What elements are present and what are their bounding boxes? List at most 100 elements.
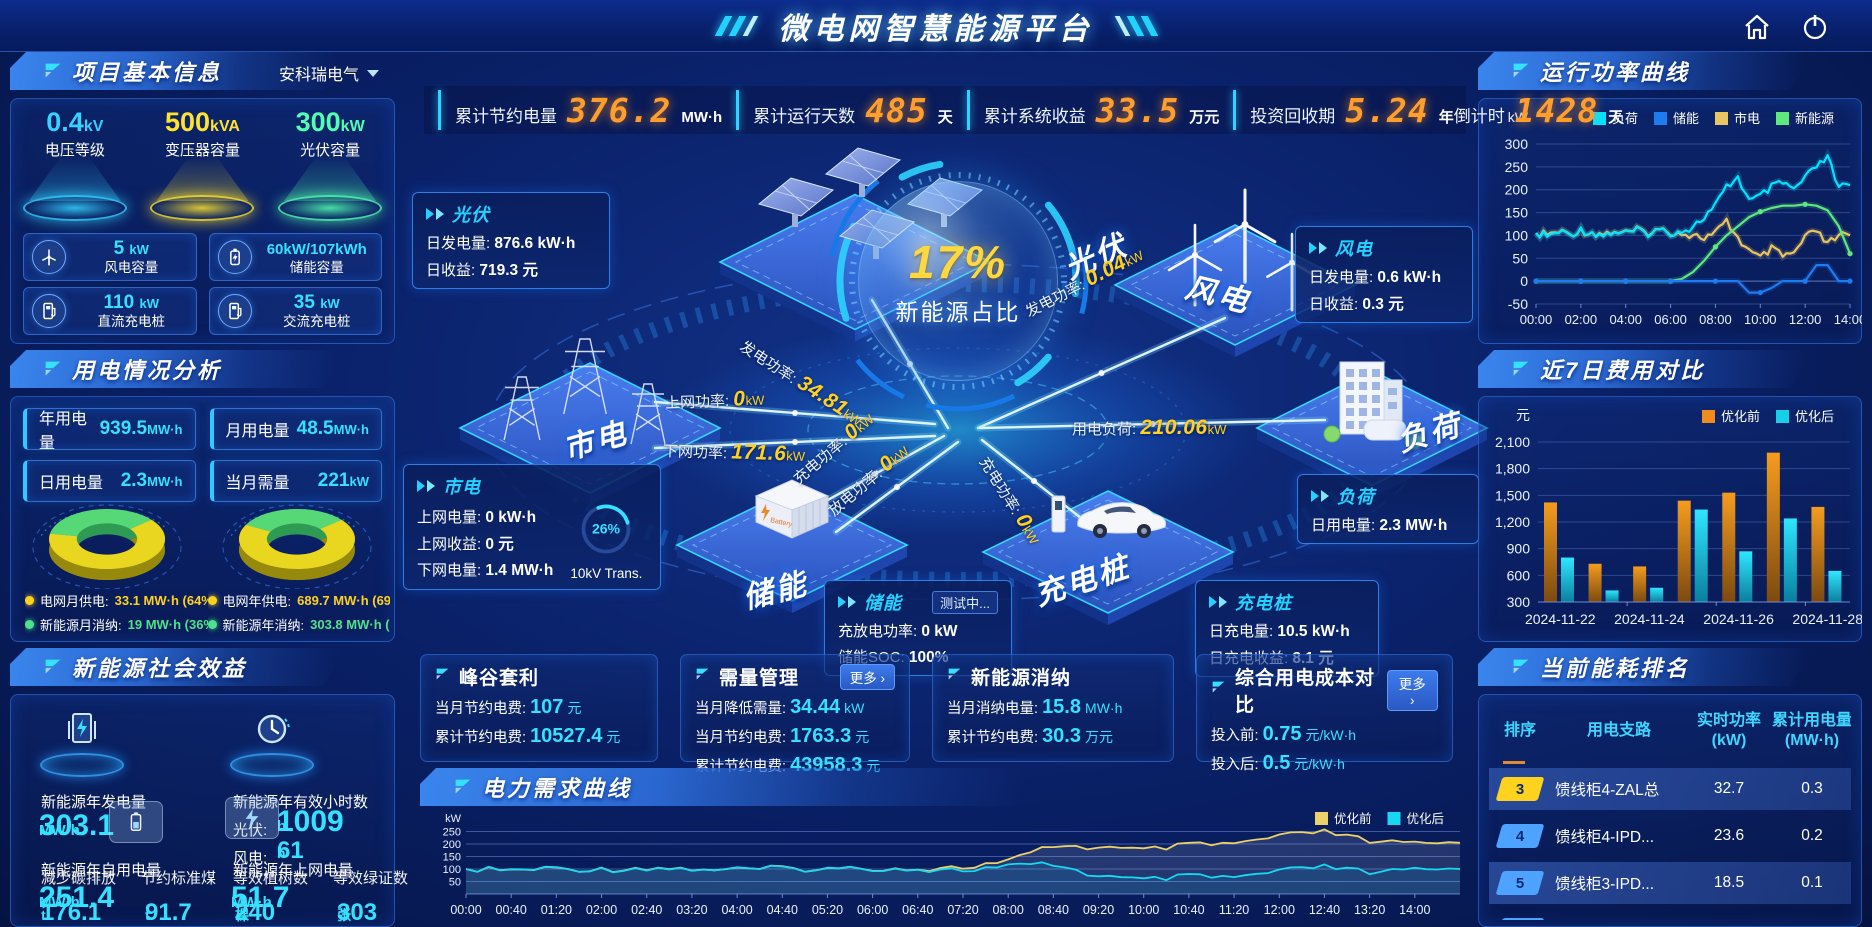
capacity-label: 储能容量 <box>289 259 344 275</box>
energy-station-icon <box>68 713 96 743</box>
tree-value: 240 棵 <box>235 899 276 926</box>
svg-text:150: 150 <box>443 852 461 864</box>
stat-item: 累计系统收益 33.5 万元 <box>984 91 1220 130</box>
ranking-column-header: 累计用电量 (MW·h) <box>1771 712 1851 749</box>
bar-before <box>1588 563 1602 602</box>
company-dropdown[interactable]: 安科瑞电气 <box>273 60 385 86</box>
benefit-card-row: 当月节约电费: 107 元 <box>435 696 643 719</box>
svg-text:04:40: 04:40 <box>767 903 798 917</box>
page-title: 微电网智慧能源平台 <box>778 12 1094 46</box>
table-row[interactable]: 4 馈线柜4-IPD... 23.6 0.2 <box>1489 815 1851 857</box>
card-row: 日充电量: 10.5 kW·h <box>1209 620 1365 641</box>
svg-text:50: 50 <box>1512 250 1528 266</box>
node-charger-label: 充电桩 <box>1030 550 1135 613</box>
row-unit: 元 <box>606 729 621 745</box>
stat-value: 5.24 <box>1345 90 1429 130</box>
svg-text:11:20: 11:20 <box>1219 903 1249 917</box>
social-content: 新能源年发电量 303.1 MW·h 新能源年有效小时数 光伏: 1009 h … <box>10 694 408 927</box>
donut-legend-item: 电网月供电: 33.1 MW·h (64%) <box>25 589 208 611</box>
bar-after <box>1783 518 1797 602</box>
row-label: 日发电量: <box>1309 269 1374 286</box>
home-button[interactable] <box>1742 12 1772 42</box>
spotlight-value: 500kVA <box>164 107 240 137</box>
stat-value: 485 <box>865 90 928 130</box>
grid-info-card: 市电 上网电量: 0 kW·h 上网收益: 0 元下网电量: 1.4 MW·h 26%… <box>403 464 661 590</box>
capacity-value: 5 kW <box>113 237 149 259</box>
node-load-label: 负荷 <box>1393 408 1467 459</box>
legend-label: 电网月供电: <box>40 593 109 609</box>
more-button[interactable]: 更多 › <box>1386 669 1438 711</box>
stat-value: 376.2 <box>567 90 672 130</box>
coal-label: 节约标准煤 <box>141 870 217 887</box>
bar-before <box>1811 506 1825 602</box>
table-row[interactable]: 6馈线柜6-IPD22.70.1 <box>1489 909 1851 920</box>
svg-text:14:00: 14:00 <box>1834 312 1862 327</box>
stat-item: 累计运行天数 485 天 <box>753 91 953 130</box>
stat-unit: 年 <box>1438 108 1454 126</box>
stat-value: 33.5 <box>1095 90 1180 130</box>
svg-text:10:40: 10:40 <box>1173 903 1204 917</box>
svg-text:1,800: 1,800 <box>1495 461 1530 477</box>
svg-text:02:00: 02:00 <box>1565 312 1598 327</box>
spotlight-value: 300kW <box>295 107 365 137</box>
rank-badge: 5 <box>1495 871 1545 895</box>
svg-text:900: 900 <box>1507 541 1531 557</box>
card-row: 日收益: 719.3 元 <box>426 258 596 280</box>
realtime-power-value: 32.7 <box>1713 780 1745 797</box>
card-row: 下网电量: 1.4 MW·h <box>417 559 553 580</box>
panel-title: 当前能耗排名 <box>1540 656 1691 681</box>
panel-corner-icon <box>44 62 62 80</box>
power-curve-chart: -50 0 50 100 150 200 250 300 kW 00:00 02:00 04:00 06… <box>1505 109 1862 327</box>
rank-badge: 6 <box>1495 918 1545 920</box>
usage-stat-box: 当月需量 221kW <box>209 460 382 502</box>
svg-text:150: 150 <box>1505 205 1529 221</box>
svg-text:12:40: 12:40 <box>1309 903 1340 917</box>
svg-text:10:00: 10:00 <box>1744 312 1777 327</box>
svg-text:08:00: 08:00 <box>993 903 1024 917</box>
usage-stat-label: 年用电量 <box>39 411 88 452</box>
dc-charger-icon <box>32 294 66 328</box>
stat-item: 投资回收期 5.24 年 <box>1250 91 1454 130</box>
svg-text:00:40: 00:40 <box>496 903 527 917</box>
wind-hours-value: 61 h <box>277 837 304 864</box>
svg-text:250: 250 <box>443 827 461 839</box>
double-chevron-icon <box>838 596 856 608</box>
pv-info-card: 光伏 日发电量: 876.6 kW·h 日收益: 719.3 元 <box>412 192 610 289</box>
benefit-card-row: 当月节约电费: 1763.3 元 <box>695 725 895 748</box>
bar-before <box>1766 452 1780 602</box>
row-label: 日收益: <box>1309 296 1359 313</box>
bar-before <box>1722 492 1736 602</box>
svg-text:2024-11-24: 2024-11-24 <box>1614 611 1685 627</box>
power-button[interactable] <box>1800 12 1830 42</box>
gen-label: 新能源年发电量 <box>41 794 147 811</box>
table-row[interactable]: 5 馈线柜3-IPD... 18.5 0.1 <box>1489 862 1851 904</box>
row-label: 累计节约电费: <box>947 730 1039 746</box>
more-button[interactable]: 更多 › <box>839 663 895 690</box>
row-unit: 元 <box>567 700 582 716</box>
title-slashes-right-icon <box>1114 15 1158 36</box>
svg-text:1,500: 1,500 <box>1495 487 1530 503</box>
panel-corner-icon <box>1512 62 1530 80</box>
ranking-table-header: 排序 用电支路 实时功率 (kW) 累计用电量 (MW·h) <box>1489 705 1851 761</box>
benefit-card-title: 需量管理 <box>719 668 800 689</box>
panel-header: 近7日费用对比 <box>1478 350 1816 388</box>
panel-corner-icon <box>1512 360 1530 378</box>
spotlight-stat: 500kVA 变压器容量 <box>143 107 261 225</box>
branch-name: 馈线柜4-IPD... <box>1555 829 1655 846</box>
card-corner-icon <box>695 667 710 687</box>
row-label: 日发电量: <box>426 235 491 252</box>
stats-bar: 累计节约电量 376.2 MW·h 累计运行天数 485 天 累计系统收益 33.5 万元 投资回… <box>424 86 1623 134</box>
monthly-energy-donut <box>32 504 182 589</box>
panel-title: 用电情况分析 <box>72 358 223 383</box>
ranking-column-header: 用电支路 <box>1586 722 1651 739</box>
row-value: 0 元 <box>485 535 514 553</box>
bar-after <box>1828 570 1842 602</box>
svg-text:12:00: 12:00 <box>1789 312 1822 327</box>
panel-header: 新能源社会效益 <box>10 648 349 686</box>
table-row[interactable]: 3 馈线柜4-ZAL总 32.7 0.3 <box>1489 768 1851 810</box>
double-chevron-icon <box>1209 596 1227 608</box>
capacity-box: 110 kW 直流充电桩 <box>23 287 197 335</box>
cert-value: 303 张 <box>337 899 378 926</box>
row-value: 107 <box>530 696 564 718</box>
